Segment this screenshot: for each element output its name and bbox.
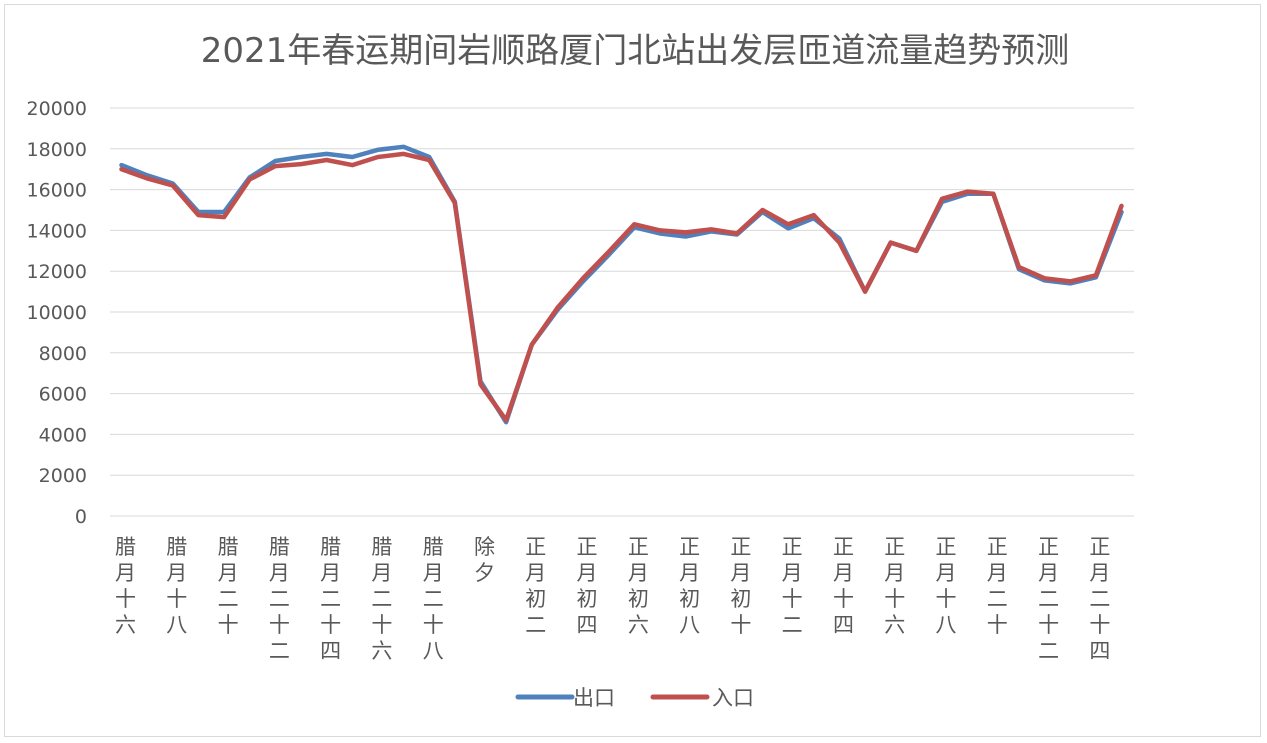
y-tick-label: 18000 [27, 139, 87, 161]
y-tick-label: 12000 [27, 261, 87, 283]
y-tick-label: 6000 [39, 384, 87, 406]
x-tick-label: 正月十二 [782, 535, 803, 637]
y-tick-label: 10000 [27, 302, 87, 324]
legend: 出口 入口 [515, 686, 754, 710]
chart-frame [4, 4, 1261, 737]
legend-label: 入口 [712, 686, 754, 710]
x-tick-label: 腊月二十四 [320, 535, 341, 663]
y-tick-label: 4000 [39, 424, 87, 446]
x-tick-label: 腊月二十六 [371, 535, 392, 663]
x-tick-label: 正月十八 [936, 535, 957, 637]
x-tick-label: 腊月十六 [115, 535, 136, 637]
y-tick-label: 20000 [27, 98, 87, 120]
x-tick-label: 腊月二十八 [423, 535, 444, 663]
x-tick-label: 腊月二十 [218, 535, 239, 637]
chart-title: 2021年春运期间岩顺路厦门北站出发层匝道流量趋势预测 [201, 31, 1070, 71]
x-tick-label: 腊月十八 [166, 535, 187, 637]
legend-label: 出口 [573, 686, 615, 710]
x-tick-label: 除夕 [474, 535, 495, 585]
x-tick-label: 正月初六 [628, 535, 649, 637]
y-tick-label: 16000 [27, 180, 87, 202]
y-tick-label: 14000 [27, 220, 87, 242]
y-tick-label: 0 [75, 506, 87, 528]
x-tick-label: 正月二十二 [1038, 535, 1059, 663]
series-lines [119, 144, 1124, 425]
series-line-1 [119, 144, 1124, 425]
x-axis-labels: 腊月十六 腊月十八 腊月二十 腊月二十二 腊月二十四 腊月二十六 腊月二十八 除夕 正月初二 正月… [115, 535, 1110, 663]
series-line-2 [119, 151, 1124, 423]
x-tick-label: 正月二十 [987, 535, 1008, 637]
x-tick-label: 正月初四 [577, 535, 598, 637]
gridlines [110, 107, 1134, 517]
x-tick-label: 正月二十四 [1089, 535, 1110, 663]
x-tick-label: 正月初二 [525, 535, 546, 637]
x-tick-label: 正月十六 [884, 535, 905, 637]
y-tick-label: 2000 [39, 465, 87, 487]
x-tick-label: 腊月二十二 [269, 535, 290, 663]
x-tick-label: 正月初十 [730, 535, 751, 637]
x-tick-label: 正月十四 [833, 535, 854, 637]
y-tick-label: 8000 [39, 343, 87, 365]
x-tick-label: 正月初八 [679, 535, 700, 637]
y-axis-ticks: 0 2000 4000 6000 8000 10000 12000 14000 16000 180… [27, 98, 87, 528]
